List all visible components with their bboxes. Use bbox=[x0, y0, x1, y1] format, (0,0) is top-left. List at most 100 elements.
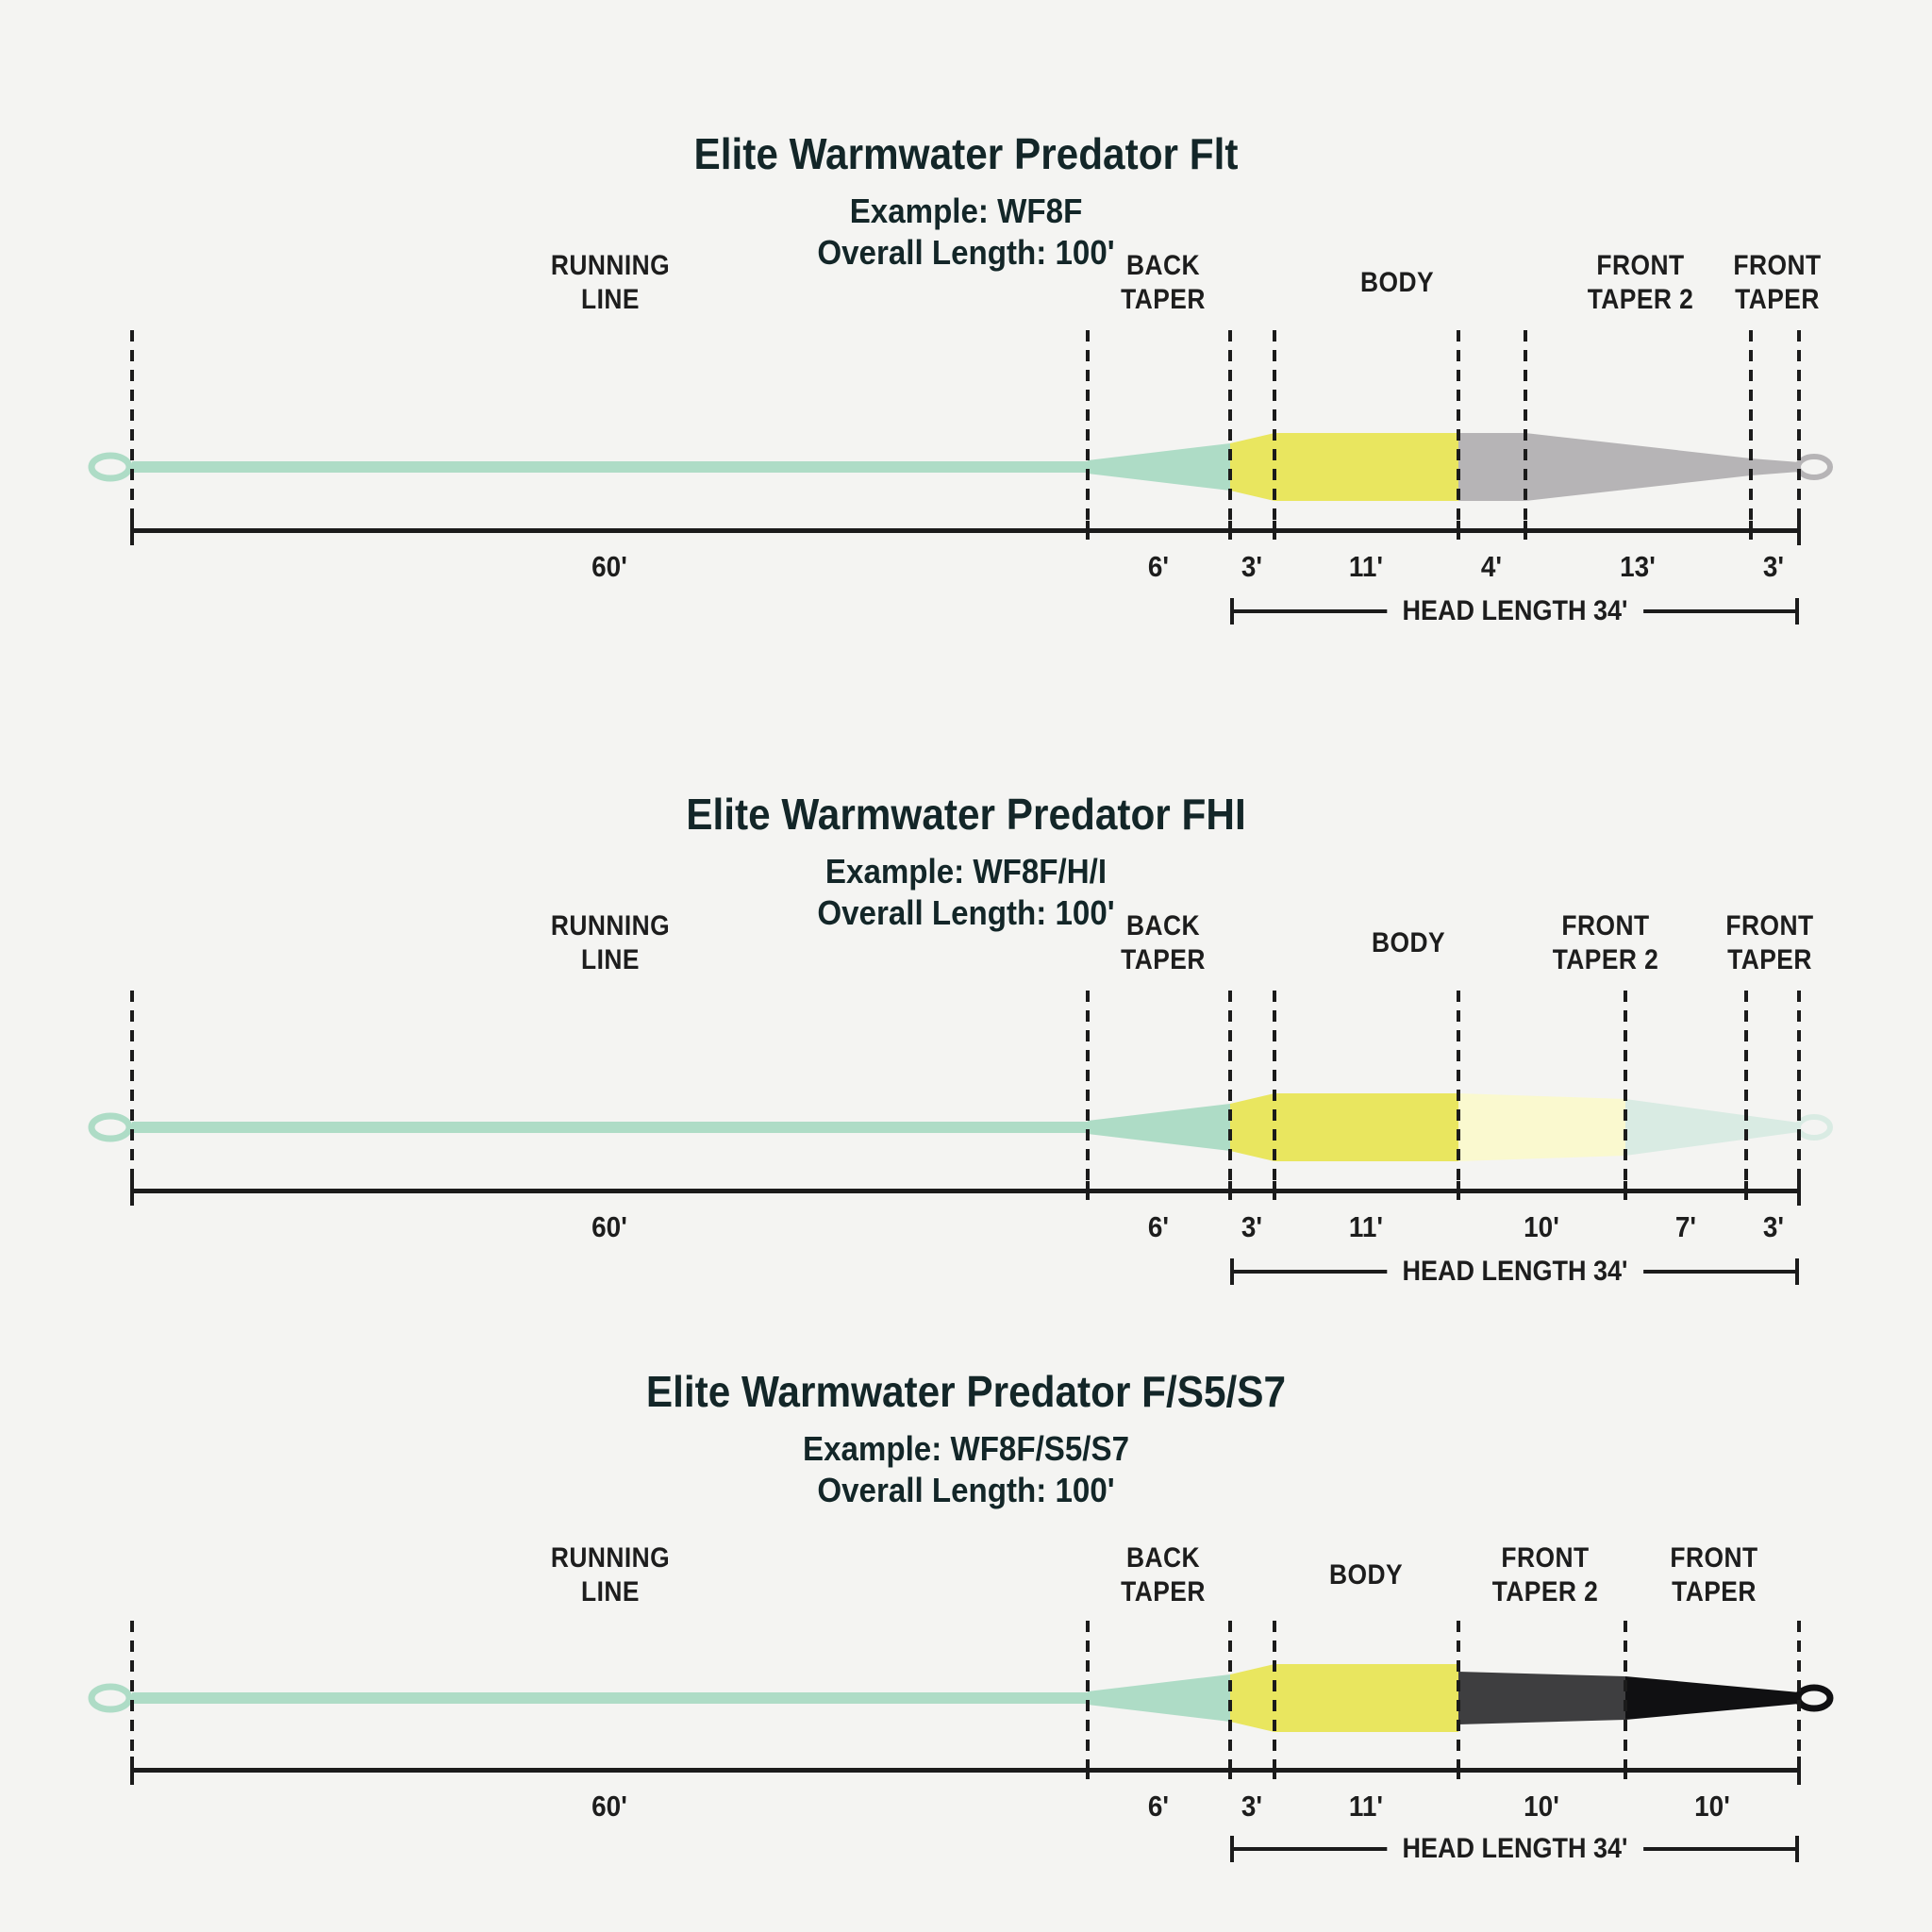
divider-dash bbox=[130, 330, 135, 524]
divider-dash bbox=[1227, 1621, 1232, 1762]
overall-length-text: Overall Length: 100' bbox=[817, 893, 1115, 932]
diagram-section-flt: Elite Warmwater Predator Flt Example: WF… bbox=[0, 57, 1932, 679]
overall-length-text: Overall Length: 100' bbox=[817, 233, 1115, 272]
label-front-taper-2: FRONT TAPER 2 bbox=[1492, 1542, 1599, 1607]
measurement-value: 11' bbox=[1348, 1210, 1383, 1243]
axis-tick bbox=[1086, 1760, 1091, 1779]
body-front-taper-shape bbox=[1230, 1093, 1274, 1161]
back-taper-shape bbox=[1088, 1674, 1230, 1722]
measurement-axis bbox=[132, 528, 1800, 533]
divider-dash bbox=[1797, 330, 1802, 524]
measurement-value: 3' bbox=[1241, 1210, 1262, 1243]
measurement-value: 7' bbox=[1674, 1210, 1697, 1243]
head-length-bracket: HEAD LENGTH 34' bbox=[1229, 1834, 1800, 1864]
axis-tick bbox=[1457, 1760, 1461, 1779]
diagram-title: Elite Warmwater Predator F/S5/S7 bbox=[645, 1367, 1287, 1416]
bracket-tick bbox=[1229, 1836, 1234, 1862]
label-back-taper: BACK TAPER bbox=[1121, 250, 1206, 315]
divider-dash bbox=[130, 991, 135, 1184]
label-front-taper-2: FRONT TAPER 2 bbox=[1552, 910, 1659, 975]
measurement-value: 11' bbox=[1348, 550, 1383, 583]
axis-tick bbox=[1086, 521, 1091, 540]
measurement-axis bbox=[132, 1768, 1800, 1773]
body-shape bbox=[1274, 1664, 1458, 1732]
axis-tick bbox=[1227, 1760, 1232, 1779]
axis-tick bbox=[1457, 1181, 1461, 1200]
segment-dividers bbox=[0, 991, 1932, 1184]
measurement-value: 10' bbox=[1524, 1790, 1559, 1823]
axis-tick bbox=[1749, 521, 1754, 540]
divider-dash bbox=[1797, 1621, 1802, 1762]
rear-loop-icon bbox=[88, 1112, 133, 1142]
axis-tick bbox=[1743, 1181, 1748, 1200]
axis-tick bbox=[1086, 1181, 1091, 1200]
fly-line-profile bbox=[88, 1664, 1834, 1732]
axis-tick bbox=[1623, 1760, 1627, 1779]
axis-tick bbox=[1273, 521, 1277, 540]
divider-dash bbox=[1457, 330, 1461, 524]
back-taper-shape bbox=[1088, 443, 1230, 491]
diagram-title: Elite Warmwater Predator Flt bbox=[693, 129, 1239, 178]
measurement-value: 3' bbox=[1241, 550, 1262, 583]
label-back-taper: BACK TAPER bbox=[1121, 1542, 1206, 1607]
divider-dash bbox=[1227, 330, 1232, 524]
axis-tick bbox=[1797, 517, 1802, 545]
label-front-taper: FRONT TAPER bbox=[1669, 1542, 1758, 1607]
diagram-section-f-s5-s7: Elite Warmwater Predator F/S5/S7 Example… bbox=[0, 1349, 1932, 1896]
measurement-axis bbox=[132, 1189, 1800, 1193]
bracket-tick bbox=[1229, 1258, 1234, 1285]
axis-tick bbox=[1797, 1177, 1802, 1206]
label-running-line: RUNNING LINE bbox=[551, 250, 671, 315]
measurement-value: 10' bbox=[1694, 1790, 1730, 1823]
bracket-tick bbox=[1795, 598, 1800, 625]
running-line-shape bbox=[132, 461, 1088, 473]
front-taper-shape bbox=[1625, 1676, 1799, 1720]
label-body: BODY bbox=[1371, 927, 1446, 958]
measurement-value: 6' bbox=[1147, 550, 1170, 583]
bracket-tick bbox=[1229, 598, 1234, 625]
divider-dash bbox=[1623, 1621, 1627, 1762]
label-front-taper: FRONT TAPER bbox=[1725, 910, 1814, 975]
axis-tick bbox=[1273, 1181, 1277, 1200]
example-text: Example: WF8F/S5/S7 bbox=[802, 1429, 1130, 1468]
head-length-bracket: HEAD LENGTH 34' bbox=[1229, 1257, 1800, 1287]
label-body: BODY bbox=[1328, 1559, 1403, 1591]
divider-dash bbox=[1086, 1621, 1091, 1762]
measurement-value: 3' bbox=[1763, 550, 1785, 583]
front-taper-shape bbox=[1751, 458, 1799, 475]
axis-tick bbox=[130, 517, 135, 545]
running-line-shape bbox=[132, 1692, 1088, 1704]
head-length-label: HEAD LENGTH 34' bbox=[1386, 597, 1643, 625]
rear-loop-icon bbox=[88, 452, 133, 482]
measurement-value: 11' bbox=[1348, 1790, 1383, 1823]
front-taper-2-shape bbox=[1458, 1093, 1625, 1161]
axis-tick bbox=[1457, 521, 1461, 540]
axis-tick bbox=[1623, 1181, 1627, 1200]
divider-dash bbox=[1086, 330, 1091, 524]
divider-dash bbox=[1086, 991, 1091, 1184]
back-taper-shape bbox=[1088, 1104, 1230, 1151]
body-front-taper-shape bbox=[1230, 433, 1274, 501]
overall-length-text: Overall Length: 100' bbox=[817, 1471, 1115, 1509]
divider-dash bbox=[1273, 991, 1277, 1184]
body-front-taper-shape bbox=[1230, 1664, 1274, 1732]
running-line-shape bbox=[132, 1122, 1088, 1133]
axis-tick bbox=[1227, 521, 1232, 540]
measurement-value: 4' bbox=[1480, 550, 1503, 583]
measurement-value: 60' bbox=[591, 550, 627, 583]
bracket-tick bbox=[1795, 1836, 1800, 1862]
label-front-taper-2: FRONT TAPER 2 bbox=[1587, 250, 1694, 315]
body-shape bbox=[1274, 1093, 1458, 1161]
divider-dash bbox=[1273, 330, 1277, 524]
measurement-value: 6' bbox=[1147, 1210, 1170, 1243]
label-running-line: RUNNING LINE bbox=[551, 910, 671, 975]
divider-dash bbox=[1273, 1621, 1277, 1762]
axis-tick bbox=[1797, 1757, 1802, 1785]
divider-dash bbox=[1457, 991, 1461, 1184]
measurement-value: 13' bbox=[1620, 550, 1656, 583]
example-text: Example: WF8F/H/I bbox=[824, 852, 1108, 891]
measurement-value: 6' bbox=[1147, 1790, 1170, 1823]
axis-tick bbox=[1227, 1181, 1232, 1200]
diagram-title: Elite Warmwater Predator FHI bbox=[686, 790, 1246, 839]
